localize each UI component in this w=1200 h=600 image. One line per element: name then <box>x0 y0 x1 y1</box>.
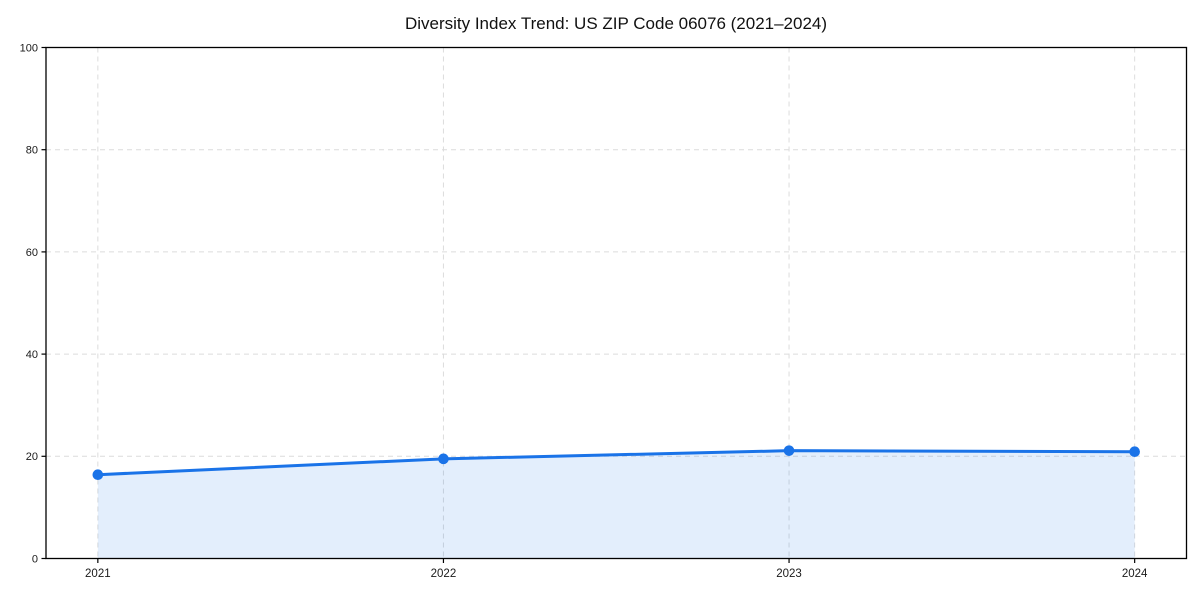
y-tick-label-0: 0 <box>32 553 38 565</box>
series-layer <box>92 445 1140 559</box>
chart-title: Diversity Index Trend: US ZIP Code 06076… <box>405 14 827 33</box>
area-fill <box>97 450 1135 559</box>
x-tick-label-2023: 2023 <box>776 568 802 580</box>
trend-line <box>96 449 1137 477</box>
data-point-2024 <box>1129 446 1140 458</box>
data-point-2023 <box>783 445 795 456</box>
axes-frame-layer <box>45 46 1188 560</box>
y-tick-label-20: 20 <box>26 451 38 463</box>
y-tick-label-100: 100 <box>20 42 38 54</box>
y-tick-label-80: 80 <box>26 145 38 157</box>
y-tick-label-40: 40 <box>26 349 38 361</box>
ticks-layer <box>41 46 1136 563</box>
data-point-2022 <box>438 453 449 465</box>
y-tick-label-60: 60 <box>26 247 38 259</box>
x-tick-label-2022: 2022 <box>431 568 457 580</box>
x-tick-label-2021: 2021 <box>85 568 111 580</box>
x-tick-label-2024: 2024 <box>1122 568 1148 580</box>
tick-labels-layer: 0 20 40 60 80 100 2021 2022 2023 2024 <box>20 42 1148 580</box>
plot-frame <box>45 46 1188 560</box>
data-point-2021 <box>92 469 104 480</box>
